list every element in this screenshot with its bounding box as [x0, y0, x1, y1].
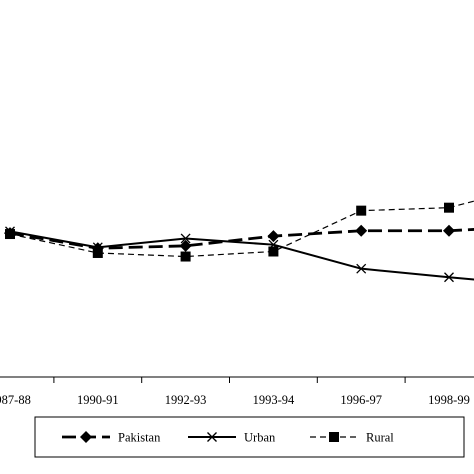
- data-point-rural: [180, 251, 191, 262]
- legend-label: Rural: [366, 431, 394, 445]
- data-point-pakistan: [443, 224, 455, 237]
- legend-item-urban: Urban: [188, 431, 276, 445]
- data-point-rural: [268, 246, 279, 257]
- legend-items: Pakistan Urban Rural: [62, 431, 394, 445]
- legend-marker-rural: [329, 432, 339, 442]
- legend-label: Pakistan: [118, 431, 161, 445]
- legend: Pakistan Urban Rural: [34, 416, 465, 458]
- data-point-rural: [5, 229, 15, 240]
- x-tick-label: 1990-91: [77, 393, 119, 407]
- x-tick-label: 1992-93: [165, 393, 207, 407]
- series-pakistan: [4, 224, 474, 255]
- data-point-pakistan: [267, 230, 280, 243]
- data-point-rural: [356, 205, 367, 216]
- data-point-rural: [92, 247, 103, 258]
- legend-label: Urban: [244, 431, 276, 445]
- series-layer: [4, 200, 474, 283]
- data-point-pakistan: [355, 224, 368, 237]
- x-tick-label: 1993-94: [253, 393, 295, 407]
- data-point-urban: [180, 233, 191, 244]
- legend-box: [34, 416, 465, 458]
- x-ticks: [53, 377, 406, 383]
- series-rural: [5, 200, 474, 262]
- x-tick-label: 1987-88: [0, 393, 31, 407]
- series-urban: [5, 226, 474, 283]
- x-tick-label: 1998-99: [428, 393, 470, 407]
- x-tick-labels: 1987-88 1990-91 1992-93 1993-94 1996-97 1998-…: [0, 393, 470, 407]
- data-point-urban: [356, 263, 367, 274]
- legend-marker-pakistan: [80, 431, 92, 443]
- legend-item-rural: Rural: [310, 431, 394, 445]
- legend-item-pakistan: Pakistan: [62, 431, 161, 445]
- x-tick-label: 1996-97: [340, 393, 382, 407]
- data-point-urban: [444, 272, 454, 283]
- data-point-pakistan: [179, 239, 192, 252]
- data-point-rural: [444, 202, 454, 213]
- legend-marker-urban: [207, 432, 217, 442]
